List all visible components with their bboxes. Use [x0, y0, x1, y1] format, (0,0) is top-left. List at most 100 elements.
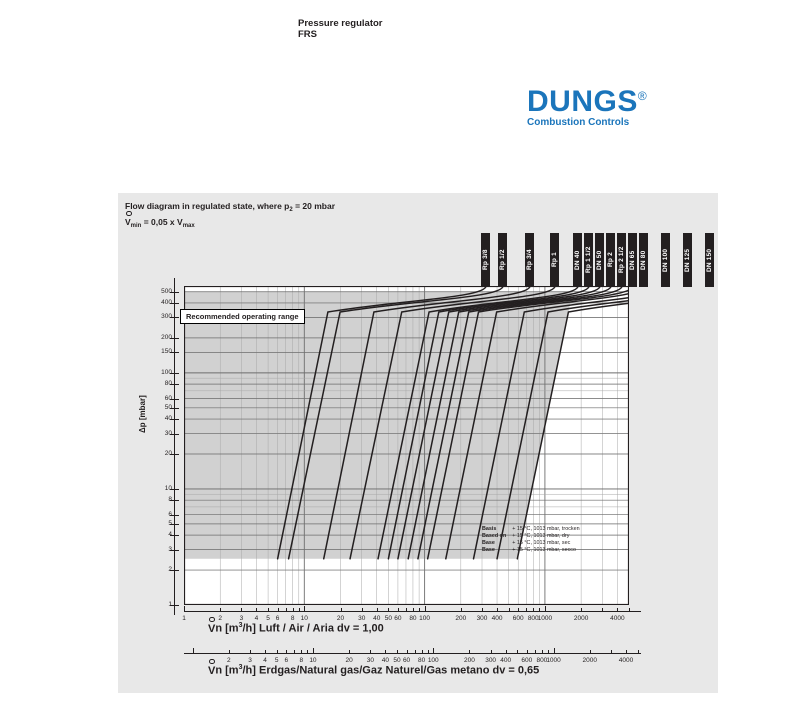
x-tick-mark — [526, 650, 528, 654]
legend-row: Basis + 15 °C, 1013 mbar, trocken — [482, 526, 582, 533]
x-tick-label: 60 — [394, 615, 402, 622]
x-tick-mark — [460, 608, 462, 612]
x-tick-mark — [505, 650, 507, 654]
y-tick-label: 500 — [161, 287, 172, 295]
x-tick-mark — [419, 608, 421, 612]
x-tick-label: 2 — [227, 657, 231, 664]
x-tick-mark — [518, 608, 520, 612]
x-tick-mark — [617, 608, 619, 612]
x-tick-mark — [285, 608, 287, 612]
conditions-legend: Basis + 15 °C, 1013 mbar, trocken Based on… — [482, 526, 582, 555]
y-tick-label: 1 — [146, 601, 172, 608]
x-tick-label: 600 — [512, 615, 524, 622]
x-tick-mark — [414, 650, 416, 654]
x-tick-mark — [241, 608, 243, 612]
document-header: Pressure regulator FRS — [298, 18, 382, 40]
x-tick-mark — [301, 650, 303, 654]
y-tick-label: 300 — [161, 313, 172, 321]
x-tick-label: 300 — [476, 615, 488, 622]
x-tick-mark — [298, 608, 300, 612]
x-tick-mark — [553, 648, 555, 654]
x-tick-mark — [265, 650, 267, 654]
x-tick-mark — [184, 606, 185, 612]
x-tick-label: 2000 — [582, 657, 597, 664]
legend-label: Base — [482, 540, 495, 547]
x-tick-mark — [312, 648, 314, 654]
y-tick-label: 60 — [164, 394, 172, 402]
x-axis-caption-air: Vn [m3/h] Luft / Air / Aria dv = 1,00 — [208, 616, 384, 635]
legend-label: Based on — [482, 533, 507, 539]
x-tick-mark — [397, 608, 399, 612]
x-tick-mark — [482, 608, 483, 612]
logo-brand-text: DUNGS — [527, 85, 638, 118]
x-tick-mark — [637, 650, 639, 654]
x-tick-mark — [548, 650, 550, 654]
x-tick-label: 80 — [417, 657, 426, 664]
x-tick-mark — [370, 650, 372, 654]
y-tick-label: 150 — [161, 348, 172, 356]
y-tick-label: 8 — [146, 496, 172, 503]
x-tick-mark — [388, 608, 390, 612]
x-tick-mark — [228, 650, 230, 654]
legend-label: Basis — [482, 525, 497, 532]
document-title-line2: FRS — [298, 29, 317, 40]
x-tick-label: 5 — [274, 657, 279, 664]
x-tick-mark — [256, 608, 258, 612]
x-tick-mark — [292, 608, 294, 612]
y-tick-label: 400 — [161, 298, 172, 306]
logo-wordmark: DUNGS® — [527, 80, 647, 118]
x-tick-mark — [497, 608, 499, 612]
curve-label-dn-150: DN 150 — [705, 233, 714, 287]
x-tick-label: 20 — [336, 615, 345, 622]
y-tick-label: 2 — [146, 566, 172, 573]
curve-label-dn-80: DN 80 — [639, 233, 648, 287]
x-tick-label: 100 — [419, 615, 431, 622]
x-tick-mark — [526, 608, 528, 612]
y-tick-label: 6 — [146, 511, 172, 518]
x-tick-label: 4 — [254, 615, 259, 622]
x-tick-label: 30 — [366, 657, 374, 664]
x-tick-label: 400 — [491, 615, 503, 622]
y-tick-label: 50 — [164, 403, 172, 411]
x-tick-mark — [427, 650, 429, 654]
x-tick-mark — [629, 608, 630, 612]
curve-label-rp-3-8: Rp 3/8 — [481, 233, 490, 287]
x-tick-mark — [541, 650, 543, 654]
x-tick-mark — [277, 608, 279, 612]
x-tick-label: 30 — [358, 615, 366, 622]
curve-label-dn-125: DN 125 — [683, 233, 692, 287]
y-tick-mark — [170, 514, 179, 516]
x-tick-mark — [610, 650, 612, 654]
curve-label-dn-50: DN 50 — [595, 233, 604, 287]
legend-row: Base + 15 °C, 1013 mbar, secco — [482, 547, 582, 554]
y-tick-mark — [170, 535, 179, 537]
y-tick-mark — [170, 488, 179, 490]
x-tick-mark — [405, 608, 407, 612]
x-tick-mark — [544, 606, 546, 612]
y-tick-label: 4 — [146, 531, 172, 538]
x-tick-label: 50 — [384, 615, 392, 622]
x-tick-mark — [276, 650, 278, 654]
y-tick-mark — [170, 453, 179, 455]
curve-label-rp-3-4: Rp 3/4 — [525, 233, 534, 287]
x-tick-mark — [268, 608, 270, 612]
x-tick-mark — [534, 650, 536, 654]
x-tick-label: 3 — [239, 615, 244, 622]
chart-title-line2: Vmin = 0,05 x Vmax — [125, 210, 335, 233]
y-tick-label: 40 — [164, 415, 172, 423]
x-tick-mark — [412, 608, 414, 612]
x-tick-label: 1000 — [546, 657, 561, 664]
x-tick-mark — [589, 650, 591, 654]
x-tick-label: 100 — [427, 657, 439, 664]
y-tick-mark — [170, 384, 179, 386]
y-tick-mark — [170, 500, 179, 502]
y-tick-mark — [170, 372, 179, 374]
x-tick-label: 400 — [500, 657, 512, 664]
x-tick-mark — [304, 606, 306, 612]
x-tick-label: 1 — [182, 615, 186, 622]
y-tick-mark — [170, 605, 179, 606]
y-axis-line — [174, 278, 176, 615]
x-tick-mark — [539, 608, 541, 612]
x-tick-label: 300 — [485, 657, 497, 664]
x-tick-label: 80 — [409, 615, 417, 622]
